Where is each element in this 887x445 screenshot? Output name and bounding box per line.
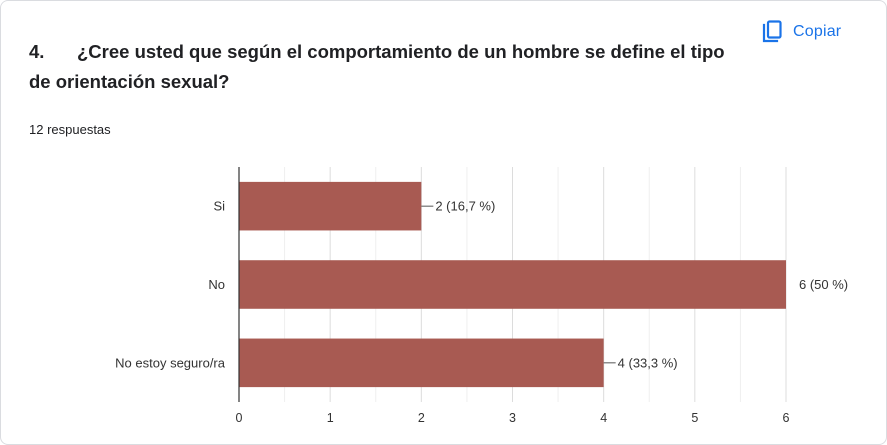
x-tick-label: 3 <box>509 411 516 425</box>
data-label: 6 (50 %) <box>799 277 848 292</box>
question-number: 4. <box>29 41 45 62</box>
x-tick-label: 1 <box>327 411 334 425</box>
category-label: No <box>208 277 225 292</box>
copy-button[interactable]: Copiar <box>761 15 841 49</box>
category-label: No estoy seguro/ra <box>115 355 226 370</box>
data-label: 2 (16,7 %) <box>435 199 495 214</box>
x-tick-label: 6 <box>783 411 790 425</box>
category-label: Si <box>213 199 225 214</box>
x-tick-label: 5 <box>691 411 698 425</box>
copy-label: Copiar <box>793 23 842 40</box>
data-label: 4 (33,3 %) <box>618 355 678 370</box>
x-tick-label: 0 <box>236 411 243 425</box>
bar-1 <box>239 260 786 309</box>
question-text: ¿Cree usted que según el comportamiento … <box>29 41 725 92</box>
copy-icon <box>762 20 782 43</box>
x-tick-label: 4 <box>600 411 607 425</box>
bar-0 <box>239 181 422 231</box>
question-title: 4. ¿Cree usted que según el comportamient… <box>29 37 749 97</box>
bar-2 <box>239 338 604 388</box>
x-tick-label: 2 <box>418 411 425 425</box>
response-count: 12 respuestas <box>29 122 111 137</box>
